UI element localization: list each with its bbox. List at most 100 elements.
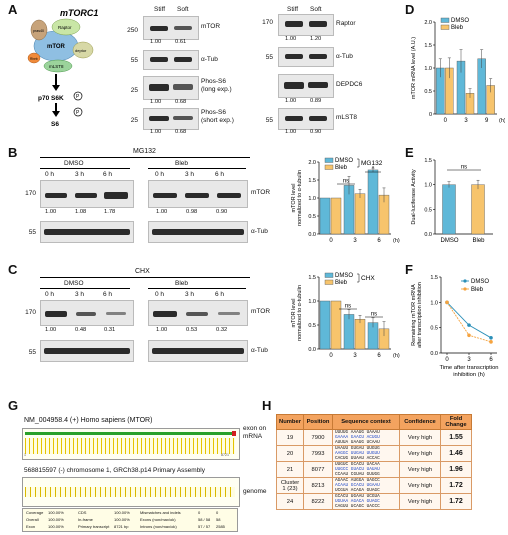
- position-cell: 7900: [303, 429, 333, 446]
- band: [217, 193, 241, 198]
- stat-key: Exons (non/max/ok): [140, 516, 176, 522]
- col-soft-label: Soft: [310, 6, 322, 13]
- phospho-label: P: [76, 94, 80, 100]
- blot-image: [278, 14, 334, 36]
- mlst8-subunit-shape: [43, 59, 73, 73]
- position-cell: 8222: [303, 493, 333, 510]
- legend-label: Bleb: [471, 287, 484, 293]
- bar: [319, 300, 331, 350]
- phospho-icon: [73, 107, 83, 117]
- x-tick-label: 0: [329, 353, 333, 359]
- stat-key: Exon: [26, 523, 36, 529]
- table-header-row: Number Position Sequence context Confide…: [276, 414, 472, 430]
- sig-label: ns: [371, 312, 377, 318]
- legend-label: DMSO: [451, 18, 469, 24]
- treatment-line: [40, 277, 250, 278]
- x-tick-label: 9: [485, 118, 489, 124]
- data-point: [489, 336, 493, 340]
- col-header: Confidence: [399, 414, 441, 430]
- sig-label: *: [372, 167, 375, 173]
- pras40-label: pras40: [33, 29, 44, 33]
- data-point: [467, 333, 471, 338]
- sig-label: ns: [461, 165, 467, 171]
- band: [309, 116, 327, 121]
- raptor-subunit-shape: [51, 18, 81, 36]
- time-label: 3 h: [75, 291, 85, 298]
- blot-label: α-Tub: [201, 56, 218, 63]
- legend-swatch: [324, 279, 334, 285]
- bar: [354, 193, 366, 235]
- blot-image: [148, 221, 248, 243]
- seq-line: UGUAA AGACA GUAGC: [335, 499, 380, 504]
- mw-marker: 170: [25, 190, 36, 197]
- blot-image: [143, 108, 199, 130]
- stat-key: In-frame: [78, 516, 93, 522]
- band: [150, 57, 168, 62]
- time-label: 6 h: [215, 291, 225, 298]
- stats-row: Overall 100.00% In-frame 100.00% Exons (non/…: [26, 517, 234, 524]
- position-cell: 7993: [303, 445, 333, 462]
- bar: [343, 314, 355, 350]
- y-tick-label: 2.0: [424, 20, 432, 26]
- panel-h-table-wrap: Number Position Sequence context Confide…: [276, 414, 472, 510]
- x-tick-label: 3: [464, 118, 468, 124]
- legend-marker: [463, 279, 467, 283]
- stat-key: Coverage: [26, 510, 44, 515]
- quant-value: 0.53: [186, 327, 198, 333]
- band: [173, 116, 193, 120]
- band: [186, 312, 208, 316]
- y-axis-label: mTOR mRNA level (A.U.): [411, 37, 417, 99]
- legend-label: Bleb: [335, 165, 348, 171]
- col-soft-label: Soft: [177, 6, 189, 13]
- x-tick-label: 3: [467, 357, 471, 363]
- quant-value: 0.89: [310, 98, 322, 104]
- quant-value: 0.98: [186, 209, 198, 215]
- group-label: Bleb: [175, 280, 189, 287]
- quant-value: 0.90: [216, 209, 228, 215]
- stat-val: 0: [216, 510, 219, 515]
- number-cell: 21: [276, 461, 304, 478]
- band: [149, 84, 169, 91]
- table-row: Cluster 1 (23) 8213 AGAAC AUGGA UAGCC ACAAU…: [276, 477, 472, 494]
- band: [150, 26, 168, 31]
- mw-marker: 170: [25, 309, 36, 316]
- quant-value: 1.00: [285, 36, 297, 42]
- stat-val: 100.00%: [48, 510, 64, 515]
- alignment-stats: Coverage 100.00% CDS 100.00% Mismatches and …: [22, 508, 238, 532]
- arrow-head-icon: [52, 111, 60, 117]
- x-unit-label: (h): [393, 238, 400, 244]
- chart-e-luciferase: 0.0 0.5 1.0 1.5 Dual-luciferase Activity DMSO…: [411, 158, 493, 244]
- pras40-subunit-shape: [30, 19, 48, 41]
- mw-marker: 55: [28, 349, 36, 356]
- group-label: Bleb: [175, 160, 189, 167]
- fold-change-cell: 1.55: [440, 429, 472, 446]
- y-tick-label: 1.5: [430, 275, 438, 281]
- panel-letter-h: H: [262, 398, 272, 413]
- bar: [367, 169, 379, 235]
- band: [45, 193, 67, 198]
- fold-change-cell: 1.96: [440, 461, 472, 478]
- blot-image: [148, 300, 248, 326]
- y-tick-label: 1.0: [308, 299, 316, 305]
- x-unit-label: (h): [393, 353, 400, 359]
- sequence-cell: UUGUC GCACU UACAA UUGCC GUACU UAUAU CCAAU …: [332, 461, 400, 478]
- legend-marker: [463, 287, 467, 291]
- time-label: 0 h: [155, 171, 165, 178]
- track-end-marker: [232, 431, 236, 436]
- stat-val: 100.00%: [48, 516, 64, 522]
- table-row: 19 7900 UUUUG AAAUG UAAAU GAAAA GAACU ACUGU…: [276, 429, 472, 446]
- group-line: [40, 288, 130, 289]
- seq-line: UAAUU GUGAU UUGUG: [335, 446, 380, 451]
- bar: [471, 184, 485, 235]
- quant-value: 1.00: [156, 209, 168, 215]
- mw-marker: 25: [130, 117, 138, 124]
- chart-f-decay: 0.0 0.5 1.0 1.5 Remaining mTOR mRNAafter tra…: [411, 275, 499, 378]
- panel-letter-d: D: [405, 2, 415, 17]
- group-line: [148, 168, 246, 169]
- legend-swatch: [324, 272, 334, 278]
- y-tick-label: 0.0: [308, 347, 316, 353]
- track-bound: 8721: [221, 453, 229, 457]
- quant-value: 0.31: [104, 327, 116, 333]
- group-label: DMSO: [64, 160, 84, 167]
- col-header: Number: [276, 414, 304, 430]
